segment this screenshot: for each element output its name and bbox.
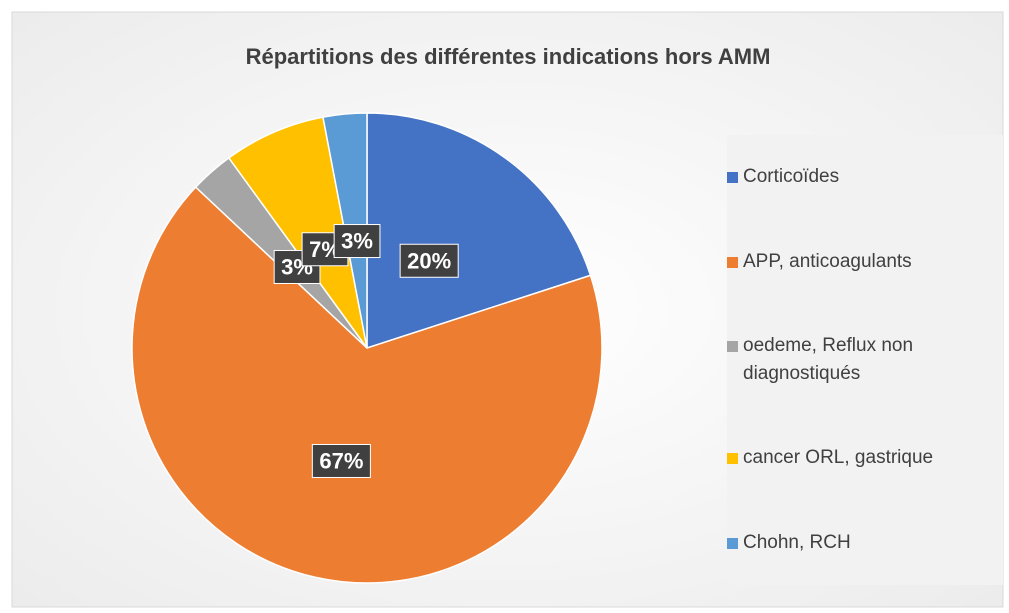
pie-slice xyxy=(227,116,368,349)
legend-label: APP, anticoagulants xyxy=(743,250,912,272)
data-label: 67% xyxy=(311,443,371,478)
data-label-text: 20% xyxy=(407,248,451,273)
legend-swatch xyxy=(727,537,738,549)
legend-label: oedeme, Reflux non diagnostiqués xyxy=(743,334,914,384)
legend-item: cancer ORL, gastrique xyxy=(727,444,1003,472)
legend-swatch xyxy=(727,453,738,465)
legend-item: APP, anticoagulants xyxy=(727,248,1003,276)
legend-item: oedeme, Reflux non diagnostiqués xyxy=(727,332,1003,388)
data-label-text: 67% xyxy=(319,448,363,473)
pie-slice xyxy=(366,112,592,350)
data-label-box xyxy=(399,243,459,278)
legend-item: Chohn, RCH xyxy=(727,529,1003,557)
data-labels: 20%67%3%7% 3% xyxy=(273,224,459,478)
data-label: 3% xyxy=(333,224,381,259)
legend-swatch xyxy=(727,172,738,184)
data-label: 20% xyxy=(399,243,459,278)
legend-label: cancer ORL, gastrique xyxy=(743,447,934,469)
legend-swatch xyxy=(727,340,738,352)
data-label-text: 3% xyxy=(341,229,373,254)
legend: Corticoïdes APP, anticoagulants oedeme, Re… xyxy=(727,135,1003,585)
data-label-box xyxy=(333,224,381,259)
legend-label: Corticoïdes xyxy=(743,166,840,188)
legend-item: Corticoïdes xyxy=(727,163,1003,191)
chart-title: Répartitions des différentes indications… xyxy=(246,44,771,69)
data-label-box xyxy=(311,443,371,478)
pie xyxy=(131,112,603,584)
pie-slice xyxy=(131,186,603,584)
legend-label: Chohn, RCH xyxy=(743,531,851,553)
legend-swatch xyxy=(727,256,738,268)
